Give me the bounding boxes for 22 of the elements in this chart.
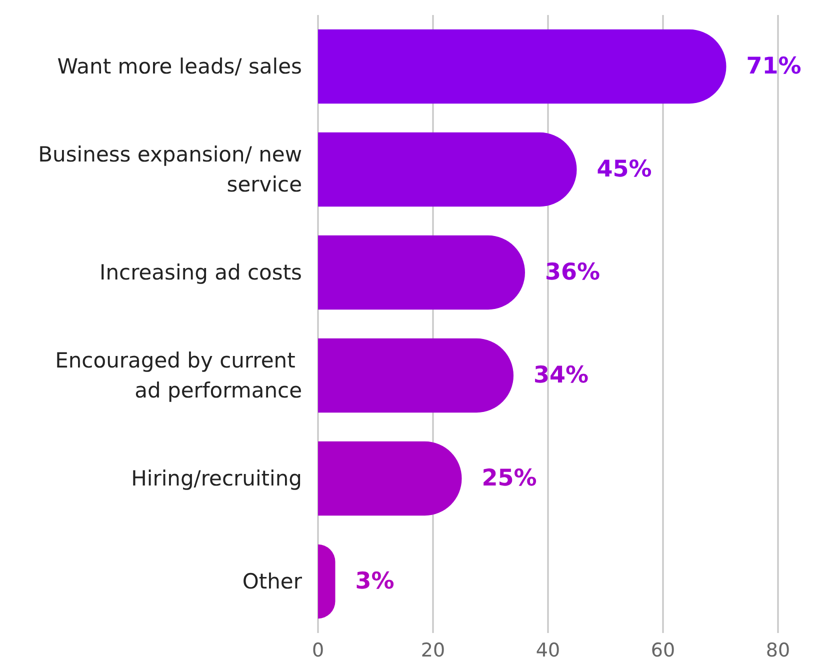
x-tick-label: 20 xyxy=(420,640,446,662)
data-label: 45% xyxy=(596,156,652,182)
y-tick-label: Want more leads/ sales xyxy=(57,54,302,78)
y-tick-label: Increasing ad costs xyxy=(100,260,302,284)
data-label: 71% xyxy=(746,54,802,80)
bar xyxy=(318,29,726,104)
bar xyxy=(318,132,577,207)
y-tick-label: Hiring/recruiting xyxy=(131,466,302,490)
bar xyxy=(318,441,462,516)
x-tick-label: 40 xyxy=(536,640,560,662)
x-tick-label: 80 xyxy=(766,640,790,662)
x-tick-label: 0 xyxy=(312,640,324,662)
data-label: 3% xyxy=(355,568,394,594)
data-label: 36% xyxy=(545,260,600,286)
data-label: 34% xyxy=(534,362,589,388)
x-tick-label: 60 xyxy=(650,640,676,662)
data-label: 25% xyxy=(482,466,537,492)
y-tick-label: Encouraged by current ad performance xyxy=(55,348,302,402)
bar xyxy=(318,235,525,310)
bar xyxy=(318,338,514,413)
y-tick-label: Business expansion/ new service xyxy=(38,142,302,196)
y-tick-label: Other xyxy=(242,570,302,594)
